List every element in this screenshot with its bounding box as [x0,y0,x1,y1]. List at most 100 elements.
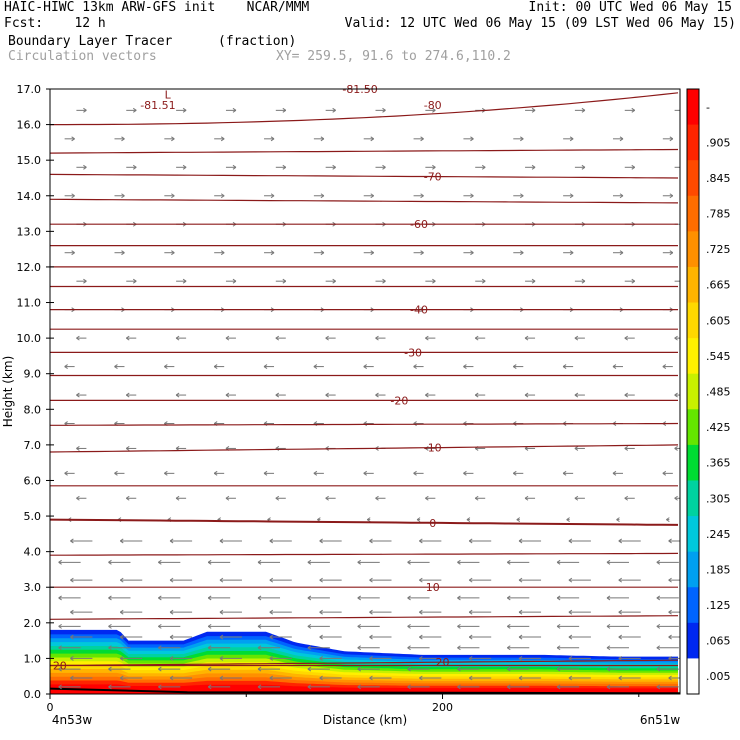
colorbar-frame [686,88,700,695]
vector-head [566,517,570,521]
vector-head [225,335,230,339]
circulation-vector [474,495,486,501]
vector-head [158,647,162,651]
vector-head [320,252,325,256]
vector-head [225,497,230,501]
vector-head [119,657,124,661]
circulation-vector [114,136,125,142]
vector-head [175,497,180,501]
circulation-vector [656,595,679,601]
circulation-vector [419,609,442,615]
vector-head [624,495,629,499]
vector-head [619,195,624,199]
colorbar-label: .425 [706,421,731,434]
vector-head [158,625,162,629]
circulation-vector [518,675,542,681]
vector-head [219,634,224,638]
circulation-vector [269,538,292,544]
circulation-vector [556,666,580,672]
circulation-vector [64,193,75,199]
vector-head [366,517,371,521]
vector-head [175,495,180,499]
vector-head [668,675,672,679]
vector-head [606,625,611,629]
circulation-vector [319,577,342,583]
vector-head [275,392,280,396]
circulation-vector [568,655,591,661]
circulation-vector [275,495,286,501]
vector-head [125,448,130,451]
isotherm-label: 20 [53,660,67,673]
colorbar-swatch [687,409,699,446]
vector-head [413,472,417,476]
circulation-vector [108,684,131,690]
circulation-vector [275,278,287,284]
circulation-vector [574,446,585,451]
vector-head [668,579,672,583]
vector-head [531,164,536,168]
vector-head [616,517,620,521]
vector-head [332,166,336,170]
vector-head [71,136,75,140]
vector-head [58,625,62,629]
circulation-vector [407,623,430,629]
header-field-name: Boundary Layer Tracer [8,34,173,49]
circulation-vector [158,559,181,565]
circulation-vector [413,364,424,370]
vector-head [71,252,75,256]
circulation-vector [207,559,231,565]
vector-head [382,164,386,168]
vector-head [83,107,87,111]
vector-head [307,559,312,563]
circulation-vector [556,623,580,629]
vector-head [257,623,262,627]
vector-head [282,107,287,111]
vector-head [463,364,467,368]
vector-head [562,421,567,424]
circulation-vector [108,559,131,565]
circulation-vector [225,278,237,284]
vector-head [207,625,212,629]
colorbar-swatch [687,587,699,624]
circulation-vector [518,634,542,640]
circulation-vector [606,623,629,629]
vector-head [481,166,486,170]
vector-head [169,634,174,638]
vector-head [132,166,137,170]
vector-head [513,366,517,370]
vector-head [420,252,424,256]
vector-head [125,392,130,396]
vector-head [357,684,362,688]
vector-head [307,645,312,649]
vector-head [108,623,112,627]
vector-head [468,634,473,638]
vector-head [569,193,574,197]
vector-head [382,166,386,170]
circulation-vector [275,392,286,398]
vector-head [568,538,573,542]
circulation-vector [457,623,480,629]
circulation-vector [319,634,342,640]
vector-head [64,472,68,476]
vector-head [219,636,224,640]
vector-head [419,611,423,615]
circulation-vector [164,136,175,142]
vector-head [616,519,620,523]
vector-head [108,647,112,651]
circulation-vector [70,655,93,661]
vector-head [416,517,421,521]
vector-head [171,136,175,140]
vector-head [263,364,268,368]
vector-head [119,540,124,544]
vector-head [631,166,636,170]
circulation-vector [624,164,636,170]
colorbar-label: .005 [706,670,731,683]
vector-head [164,366,168,370]
vector-head [220,250,225,254]
vector-head [370,138,375,142]
vector-head [270,193,275,197]
vector-head [119,538,124,542]
vector-head [474,495,479,499]
vector-head [169,540,174,544]
vector-head [674,394,678,398]
